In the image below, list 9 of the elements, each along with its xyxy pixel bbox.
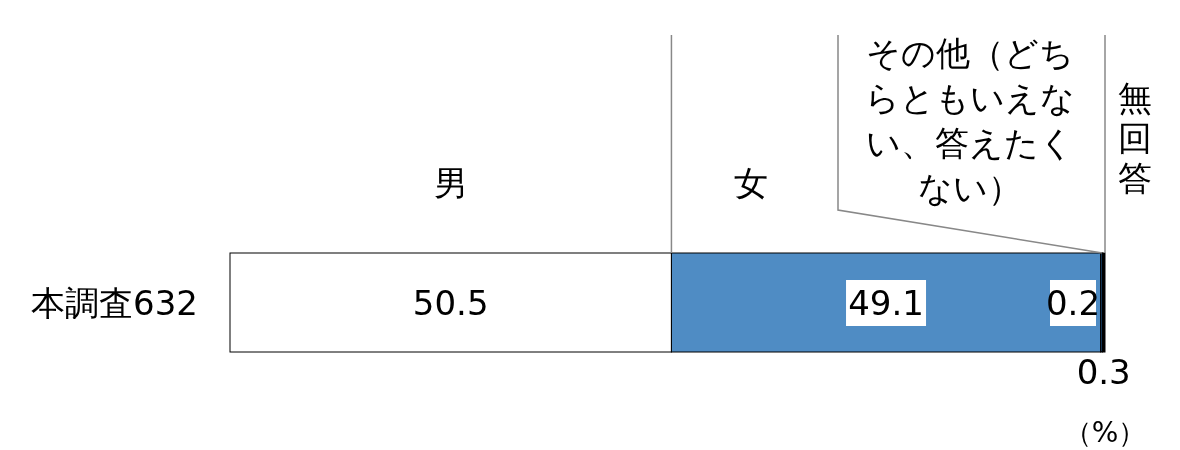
series-label: 女 (733, 163, 768, 203)
data-label: 0.3 (1076, 352, 1131, 392)
annotation: （%） (1063, 416, 1147, 449)
y-tick-label: 本調査632 (31, 282, 198, 323)
series-label: 男 (433, 163, 468, 203)
data-label: 49.1 (848, 283, 924, 323)
data-label: 50.5 (412, 283, 489, 323)
series-label: その他（どちらともいえない、答えたくない） (865, 33, 1075, 208)
series-label: 無回答 (1118, 78, 1152, 198)
